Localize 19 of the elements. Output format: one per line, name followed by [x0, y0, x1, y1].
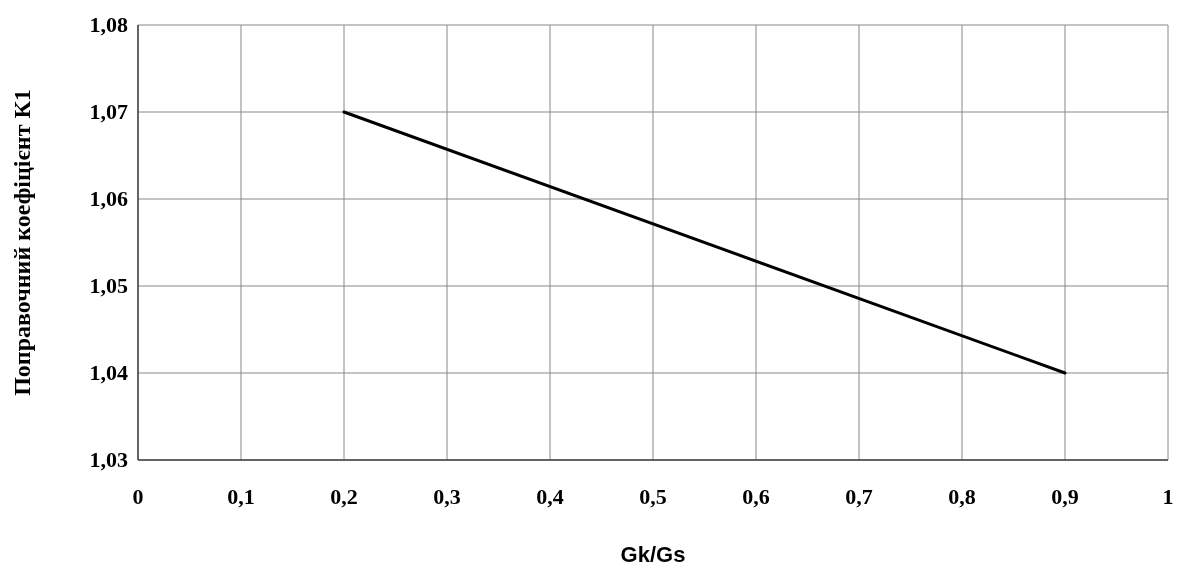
- x-tick-label: 0,1: [227, 484, 255, 509]
- y-tick-label: 1,04: [89, 360, 128, 385]
- x-tick-label: 0,6: [742, 484, 770, 509]
- x-tick-label: 0,3: [433, 484, 461, 509]
- x-tick-label: 0,2: [330, 484, 358, 509]
- y-tick-label: 1,03: [89, 447, 128, 472]
- y-tick-label: 1,08: [89, 12, 128, 37]
- y-tick-label: 1,05: [89, 273, 128, 298]
- x-tick-label: 0,4: [536, 484, 564, 509]
- y-tick-label: 1,06: [89, 186, 128, 211]
- x-tick-label: 0,7: [845, 484, 873, 509]
- x-tick-label: 0,5: [639, 484, 667, 509]
- x-tick-label: 0,9: [1051, 484, 1079, 509]
- x-axis-title: Gk/Gs: [620, 542, 686, 567]
- x-tick-label: 0: [132, 484, 144, 509]
- y-tick-label: 1,07: [89, 99, 128, 124]
- x-tick-label: 0,8: [948, 484, 976, 509]
- y-axis-title: Поправочний коефіцієнт К1: [9, 89, 35, 396]
- x-tick-label: 1: [1162, 484, 1174, 509]
